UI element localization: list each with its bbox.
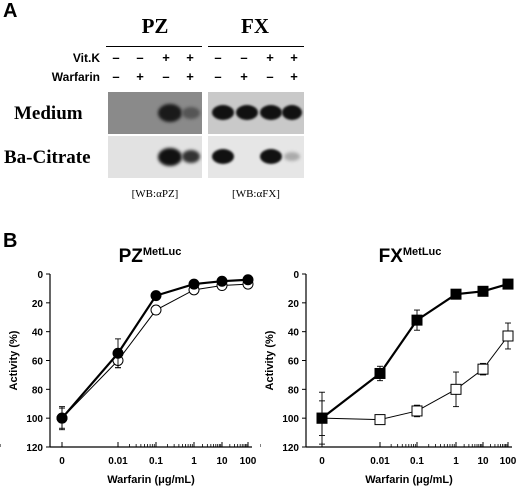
data-point: [188, 278, 200, 290]
x-tick-label: 1: [453, 456, 459, 467]
band: [158, 104, 182, 122]
data-point: [411, 314, 423, 326]
band: [260, 105, 282, 120]
row-label-medium: Medium: [14, 103, 83, 124]
x-tick-label: 100: [240, 456, 257, 467]
data-point: [450, 288, 462, 300]
chart-title: FXMetLuc: [379, 246, 442, 267]
x-tick-label: 10: [216, 456, 228, 467]
x-tick-label: 0.01: [370, 456, 390, 467]
band: [284, 152, 300, 161]
x-axis-label: Warfarin (μg/mL): [107, 474, 195, 486]
data-point: [411, 405, 423, 417]
y-tick-label: 20: [32, 299, 44, 310]
vitk-sign: +: [290, 50, 298, 65]
blot-pz-medium: [108, 92, 202, 134]
y-tick-label: 80: [32, 385, 44, 396]
chart-fx: FXMetLuc 0 20 40 60 80 100 120 0 0.01 0.1 1 10 100 War…: [260, 246, 517, 486]
band: [182, 107, 200, 119]
data-point: [216, 275, 228, 287]
warfarin-sign: +: [290, 69, 298, 84]
data-point: [450, 383, 462, 395]
group-header-pz: PZ: [141, 14, 169, 38]
blot-pz-ba-citrate: [108, 136, 202, 178]
series-line: [321, 283, 509, 420]
band: [212, 105, 234, 120]
wb-label-pz: [WB:αPZ]: [131, 188, 179, 200]
y-tick-label: 40: [288, 328, 300, 339]
vitk-sign: –: [240, 50, 248, 65]
data-point: [112, 347, 124, 359]
x-tick-label: 0.01: [108, 456, 128, 467]
data-point: [374, 414, 386, 426]
chart-title: PZMetLuc: [119, 246, 182, 267]
data-point: [502, 278, 514, 290]
x-axis-label: Warfarin (μg/mL): [365, 474, 453, 486]
group-header-fx: FX: [241, 14, 269, 38]
data-point: [477, 285, 489, 297]
series-line: [321, 335, 509, 421]
wb-label-fx: [WB:αFX]: [232, 188, 280, 200]
vitk-sign: –: [214, 50, 222, 65]
y-tick-label: 60: [32, 357, 44, 368]
treatment-label-vitk: Vit.K: [72, 51, 100, 65]
warfarin-sign: +: [240, 69, 248, 84]
data-point: [374, 367, 386, 379]
y-axis-label: Activity (%): [264, 330, 276, 390]
vitk-sign: +: [162, 50, 170, 65]
blot-fx-medium: [208, 92, 304, 134]
treatment-label-warfarin: Warfarin: [51, 70, 100, 84]
row-label-ba-citrate: Ba-Citrate: [4, 147, 91, 168]
data-point: [477, 363, 489, 375]
y-tick-label: 60: [288, 357, 300, 368]
panel-a-letter: A: [3, 0, 18, 22]
blot-fx-ba-citrate: [208, 136, 304, 178]
data-point: [242, 274, 254, 286]
data-point: [150, 290, 162, 302]
chart-pz: PZMetLuc 0 20 40 60 80 100 120 0 0.01 0.1 1 10 100 War…: [0, 246, 257, 486]
warfarin-sign: +: [186, 69, 194, 84]
vitk-sign: –: [136, 50, 144, 65]
x-tick-label: 10: [477, 456, 489, 467]
vitk-sign: –: [112, 50, 120, 65]
y-tick-label: 100: [282, 414, 299, 425]
warfarin-sign: –: [214, 69, 222, 84]
x-tick-label: 100: [500, 456, 517, 467]
warfarin-sign: +: [136, 69, 144, 84]
y-axis-label: Activity (%): [8, 330, 20, 390]
x-tick-label: 0.1: [149, 456, 163, 467]
band: [158, 148, 182, 166]
data-point: [502, 330, 514, 342]
data-point: [316, 412, 328, 424]
y-tick-label: 100: [26, 414, 43, 425]
band: [282, 105, 302, 120]
x-tick-label: 0: [319, 456, 325, 467]
y-tick-label: 20: [288, 299, 300, 310]
panel-b-letter: B: [3, 230, 18, 252]
warfarin-sign: –: [112, 69, 120, 84]
vitk-sign: +: [186, 50, 194, 65]
data-point: [150, 304, 162, 316]
data-point: [56, 412, 68, 424]
y-tick-label: 0: [37, 270, 43, 281]
y-tick-label: 0: [293, 270, 299, 281]
series-line: [61, 283, 249, 419]
x-tick-label: 0.1: [410, 456, 424, 467]
y-tick-label: 120: [282, 443, 299, 454]
y-tick-label: 40: [32, 328, 44, 339]
vitk-sign: +: [266, 50, 274, 65]
x-tick-label: 1: [191, 456, 197, 467]
warfarin-sign: –: [266, 69, 274, 84]
band: [182, 150, 200, 163]
x-tick-label: 0: [59, 456, 65, 467]
group-rule-fx: [208, 46, 304, 47]
warfarin-sign: –: [162, 69, 170, 84]
group-rule-pz: [106, 46, 202, 47]
y-tick-label: 120: [26, 443, 43, 454]
band: [212, 149, 234, 164]
band: [260, 149, 282, 164]
y-tick-label: 80: [288, 385, 300, 396]
band: [236, 105, 258, 120]
